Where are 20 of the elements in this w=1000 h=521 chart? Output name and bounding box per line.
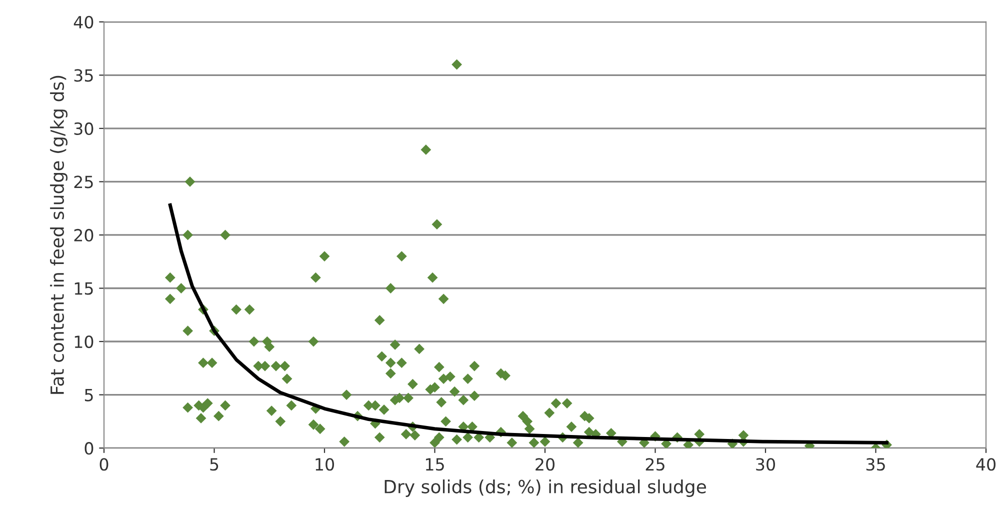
x-tick-label: 35: [866, 458, 885, 471]
x-tick-label: 40: [976, 458, 996, 471]
x-tick-label: 25: [646, 458, 664, 471]
y-tick-label: 15: [74, 282, 93, 295]
x-tick-label: 15: [426, 458, 444, 471]
x-tick-label: 0: [100, 458, 108, 471]
x-tick-label: 30: [756, 458, 775, 471]
x-tick-label: 10: [316, 458, 334, 471]
x-tick-label: 20: [536, 458, 554, 471]
x-axis-title: Dry solids (ds; %) in residual sludge: [384, 479, 706, 497]
y-tick-label: 10: [74, 335, 94, 348]
y-tick-label: 20: [74, 228, 94, 242]
y-tick-label: 25: [74, 176, 93, 188]
y-tick-label: 0: [84, 442, 94, 455]
y-tick-label: 35: [74, 69, 93, 82]
y-tick-label: 30: [74, 122, 94, 135]
x-tick-label: 5: [210, 458, 218, 471]
y-axis-title: Fat content in feed sludge (g/kg ds): [50, 76, 68, 394]
y-tick-label: 5: [84, 388, 93, 402]
y-tick-label: 40: [74, 16, 94, 28]
